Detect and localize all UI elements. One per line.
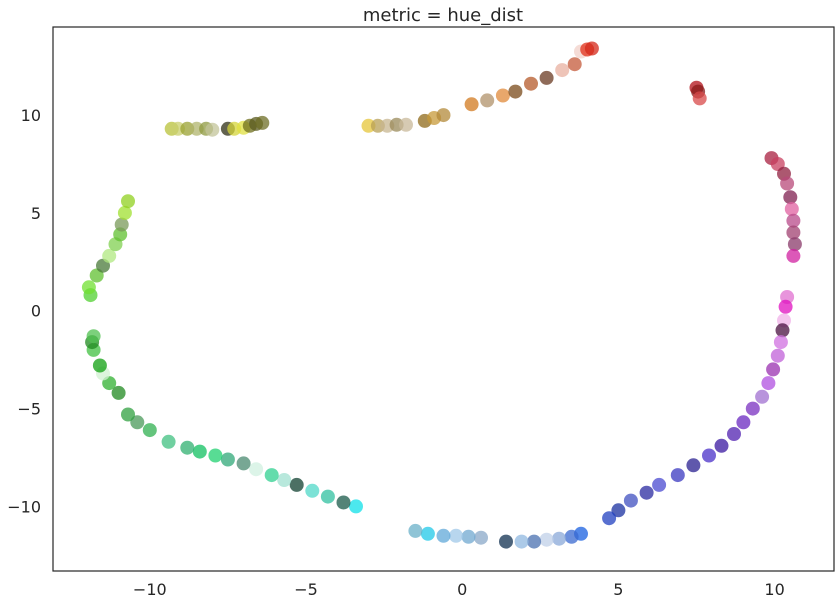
- scatter-point: [349, 499, 363, 514]
- scatter-point: [761, 376, 776, 391]
- chart-title: metric = hue_dist: [363, 5, 523, 26]
- scatter-point: [552, 531, 567, 546]
- y-tick-label: 0: [31, 302, 41, 321]
- scatter-point: [461, 529, 476, 544]
- scatter-point: [786, 248, 801, 263]
- x-tick-label: −5: [294, 580, 318, 599]
- scatter-point: [464, 97, 479, 112]
- scatter-point: [539, 532, 554, 547]
- scatter-point: [320, 489, 335, 504]
- scatter-point: [205, 122, 220, 137]
- scatter-point: [102, 248, 117, 263]
- scatter-point: [639, 485, 654, 500]
- scatter-point: [773, 335, 788, 350]
- scatter-point: [602, 511, 617, 526]
- scatter-point: [436, 108, 451, 123]
- scatter-point: [714, 438, 729, 453]
- scatter-point: [86, 329, 101, 344]
- scatter-point: [727, 427, 741, 441]
- scatter-point: [555, 63, 570, 78]
- scatter-point: [81, 280, 96, 295]
- scatter-point: [524, 76, 538, 91]
- scatter-point: [192, 444, 207, 459]
- scatter-point: [249, 462, 264, 477]
- scatter-point: [121, 407, 135, 422]
- scatter-point: [305, 483, 320, 498]
- scatter-point: [236, 456, 251, 471]
- scatter-point: [514, 534, 529, 549]
- scatter-point: [692, 91, 707, 106]
- y-tick-label: −10: [7, 497, 41, 516]
- scatter-point: [745, 401, 760, 416]
- plot-frame: [52, 26, 835, 572]
- scatter-point: [755, 389, 770, 404]
- scatter-point: [142, 423, 157, 438]
- scatter-point: [495, 88, 510, 103]
- scatter-point: [766, 362, 781, 377]
- scatter-point: [220, 452, 235, 467]
- x-tick-label: 5: [613, 580, 623, 599]
- scatter-point: [289, 477, 304, 492]
- scatter-point: [130, 415, 145, 430]
- scatter-point: [399, 117, 413, 132]
- scatter-point: [686, 458, 701, 473]
- scatter-point: [783, 190, 798, 205]
- y-tick-label: −5: [17, 400, 41, 419]
- scatter-point: [436, 528, 451, 543]
- scatter-point: [499, 534, 513, 549]
- scatter-point: [780, 176, 795, 191]
- scatter-point: [564, 529, 579, 544]
- scatter-point: [92, 358, 107, 373]
- scatter-point: [408, 523, 423, 538]
- scatter-point: [336, 495, 351, 510]
- scatter-point: [623, 493, 638, 508]
- scatter-point: [527, 534, 542, 549]
- scatter-point: [114, 217, 129, 232]
- scatter-point: [449, 528, 463, 543]
- points-layer: [81, 41, 802, 549]
- scatter-point: [420, 526, 435, 541]
- y-axis-ticks: 10 5 0 −5 −10: [7, 106, 41, 516]
- scatter-point: [584, 41, 599, 56]
- x-tick-label: −10: [133, 580, 167, 599]
- x-tick-label: 0: [457, 580, 467, 599]
- scatter-point: [786, 213, 801, 228]
- scatter-point: [670, 468, 685, 483]
- x-axis-ticks: −10 −5 0 5 10: [133, 580, 785, 599]
- x-tick-label: 10: [764, 580, 784, 599]
- scatter-point: [770, 348, 785, 363]
- scatter-point: [117, 205, 132, 220]
- scatter-point: [736, 415, 751, 430]
- scatter-point: [567, 57, 582, 72]
- scatter-point: [786, 225, 801, 240]
- scatter-point: [787, 237, 802, 252]
- scatter-point: [161, 434, 176, 449]
- scatter-point: [778, 299, 793, 314]
- y-tick-label: 5: [31, 204, 41, 223]
- scatter-point: [208, 448, 223, 463]
- scatter-point: [264, 468, 279, 483]
- scatter-point: [784, 202, 799, 216]
- scatter-point: [702, 448, 716, 463]
- scatter-point: [111, 385, 126, 400]
- scatter-point: [474, 530, 488, 545]
- y-tick-label: 10: [21, 106, 41, 125]
- scatter-point: [508, 84, 523, 99]
- scatter-point: [255, 115, 270, 130]
- scatter-point: [775, 323, 790, 338]
- scatter-point: [611, 503, 626, 518]
- scatter-point: [277, 473, 292, 487]
- scatter-point: [121, 194, 135, 209]
- scatter-point: [539, 70, 554, 85]
- scatter-point: [180, 440, 195, 455]
- scatter-point: [652, 477, 667, 492]
- scatter-point: [480, 93, 495, 108]
